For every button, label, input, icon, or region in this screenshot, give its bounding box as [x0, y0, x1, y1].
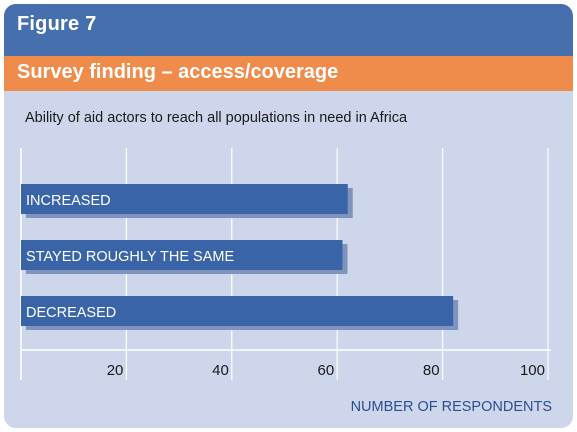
- bar: [21, 296, 454, 326]
- bar-category-label: DECREASED: [26, 305, 116, 321]
- figure-header: Figure 7: [4, 4, 573, 56]
- bar-category-label: STAYED ROUGHLY THE SAME: [26, 249, 234, 265]
- x-tick-label: 60: [318, 362, 335, 379]
- x-tick-label: 20: [107, 362, 124, 379]
- bar: [21, 184, 348, 214]
- figure-label: Figure 7: [17, 13, 97, 35]
- x-axis-label: NUMBER OF RESPONDENTS: [350, 399, 552, 415]
- bars: INCREASED STAYED ROUGHLY THE SAME DECREASE…: [21, 184, 459, 330]
- figure-title: Survey finding – access/coverage: [17, 61, 339, 83]
- chart-title: Ability of aid actors to reach all popul…: [25, 110, 408, 126]
- bar: [21, 240, 343, 270]
- x-axis: 20 40 60 80 100: [21, 349, 551, 379]
- bar-category-label: INCREASED: [26, 193, 111, 209]
- x-tick-label: 100: [520, 362, 545, 379]
- x-tick-label: 80: [423, 362, 440, 379]
- x-tick-label: 40: [212, 362, 229, 379]
- figure-title-band: Survey finding – access/coverage: [4, 56, 573, 91]
